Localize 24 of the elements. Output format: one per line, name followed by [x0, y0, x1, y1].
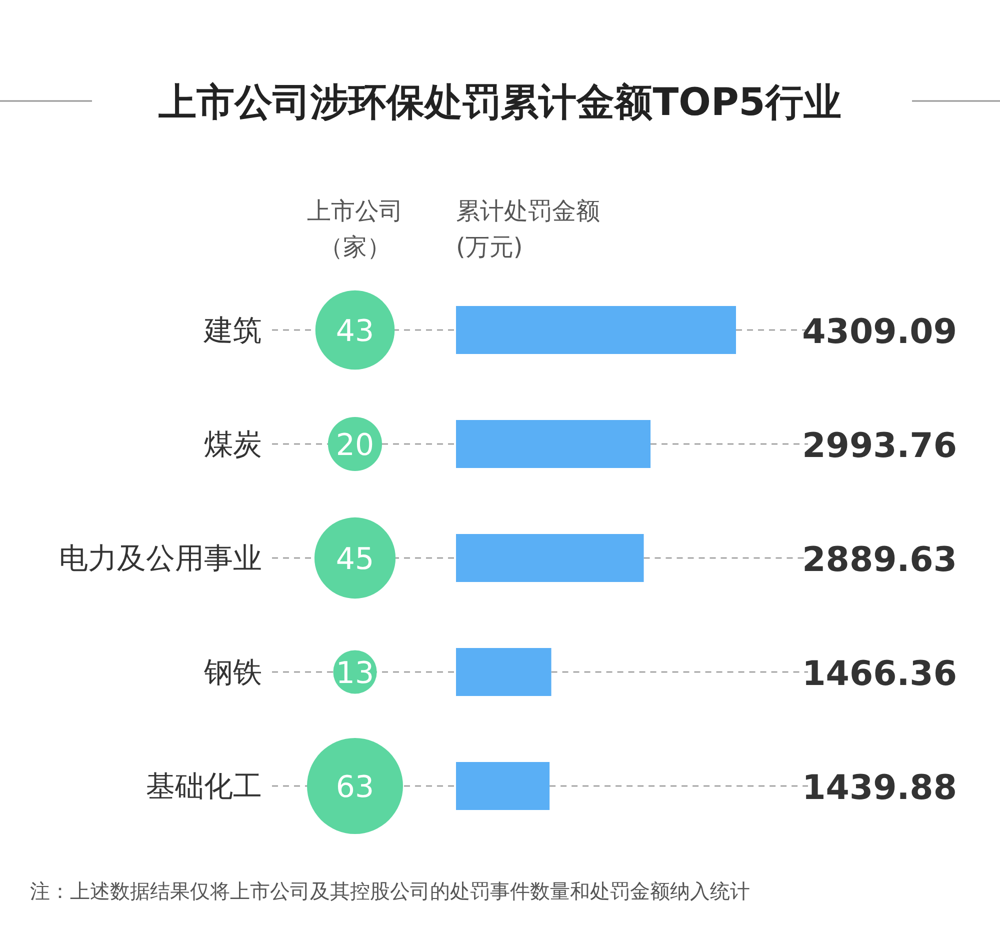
data-label: 1439.88 — [802, 768, 957, 808]
bar — [456, 762, 550, 810]
data-label: 1466.36 — [802, 654, 957, 694]
y-tick-label: 基础化工 — [146, 769, 262, 803]
text: 上市公司涉环保处罚累计金额TOP5行业 — [158, 80, 842, 124]
data-label: 43 — [336, 314, 374, 349]
data-label: 63 — [336, 770, 374, 805]
y-tick-label: 钢铁 — [203, 655, 262, 689]
text: 上市公司（家） — [306, 196, 404, 263]
x-axis-title: 累计处罚金额(万元) — [456, 196, 601, 263]
y-tick-label: 煤炭 — [204, 427, 262, 461]
bar — [456, 534, 644, 582]
data-label: 20 — [336, 428, 374, 463]
data-label: 4309.09 — [802, 312, 957, 352]
y-tick-label: 建筑 — [203, 313, 262, 347]
bar — [456, 648, 552, 696]
data-label: 45 — [336, 542, 374, 577]
y-tick-label: 电力及公用事业 — [59, 541, 262, 575]
text: 注：上述数据结果仅将上市公司及其控股公司的处罚事件数量和处罚金额纳入统计 — [30, 878, 750, 905]
bar — [456, 420, 651, 468]
bar — [456, 306, 736, 354]
data-label: 2889.63 — [802, 540, 957, 580]
data-label: 13 — [336, 656, 374, 691]
data-label: 2993.76 — [802, 426, 957, 466]
